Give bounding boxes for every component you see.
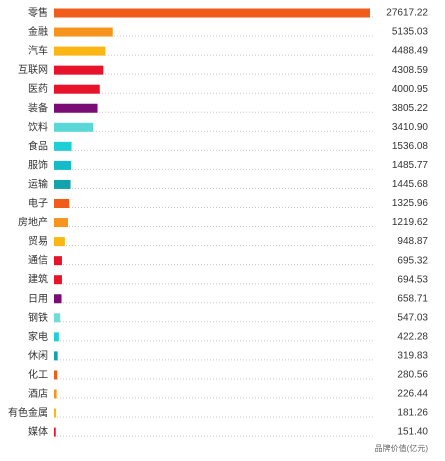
category-label: 运输 (28, 177, 48, 190)
bar (54, 408, 57, 418)
bar (54, 294, 62, 304)
value-label: 948.87 (397, 236, 428, 247)
value-label: 151.40 (397, 427, 428, 438)
value-label: 422.28 (397, 331, 428, 342)
bar (54, 427, 56, 437)
bar (54, 313, 61, 323)
value-label: 1325.96 (392, 198, 429, 209)
value-label: 694.53 (397, 274, 428, 285)
category-label: 钢铁 (28, 311, 48, 324)
category-label: 房地产 (18, 216, 48, 229)
value-label: 3805.22 (392, 103, 429, 114)
x-axis-label: 品牌价值(亿元) (375, 443, 429, 453)
value-label: 4488.49 (392, 46, 429, 57)
category-label: 通信 (28, 255, 48, 267)
bar (54, 351, 58, 361)
value-label: 1219.62 (392, 217, 429, 228)
category-label: 互联网 (18, 64, 48, 76)
category-label: 有色金属 (8, 406, 48, 419)
bar (54, 8, 370, 18)
value-label: 547.03 (397, 312, 428, 323)
category-label: 电子 (28, 197, 48, 210)
bar (54, 103, 98, 113)
bar (54, 65, 104, 75)
category-label: 金融 (28, 25, 48, 38)
bar (54, 389, 57, 399)
value-label: 1536.08 (392, 141, 429, 152)
category-label: 建筑 (28, 273, 48, 286)
category-label: 休闲 (28, 349, 48, 362)
category-label: 汽车 (28, 44, 48, 57)
bar (54, 84, 100, 94)
category-label: 媒体 (28, 426, 48, 438)
category-label: 服饰 (28, 158, 48, 171)
value-label: 695.32 (397, 255, 428, 266)
value-label: 1485.77 (392, 160, 429, 171)
value-label: 5135.03 (392, 27, 429, 38)
value-label: 319.83 (397, 351, 428, 362)
value-label: 658.71 (397, 293, 428, 304)
bar (54, 332, 59, 342)
category-label: 贸易 (28, 236, 48, 248)
bar (54, 179, 71, 189)
value-label: 4000.95 (392, 84, 429, 95)
bar (54, 160, 72, 170)
bar (54, 370, 58, 380)
bar (54, 275, 62, 285)
category-label: 零售 (28, 6, 48, 19)
category-label: 医药 (28, 83, 48, 95)
value-label: 226.44 (397, 389, 428, 400)
bar (54, 122, 94, 132)
category-label: 日用 (28, 294, 48, 305)
value-label: 27617.22 (386, 8, 428, 19)
bar (54, 218, 68, 228)
bar (54, 237, 65, 247)
value-label: 1445.68 (392, 179, 429, 190)
value-label: 280.56 (397, 370, 428, 381)
bar (54, 46, 106, 56)
category-label: 酒店 (28, 387, 48, 400)
category-label: 家电 (28, 330, 48, 343)
bar (54, 199, 70, 208)
category-label: 食品 (28, 139, 48, 152)
category-label: 化工 (28, 368, 48, 381)
value-label: 3410.90 (392, 122, 429, 133)
category-label: 饮料 (28, 120, 48, 133)
bar (54, 27, 113, 37)
category-label: 装备 (28, 101, 48, 114)
bar (54, 141, 72, 151)
value-label: 4308.59 (392, 65, 429, 76)
bar (54, 256, 62, 266)
value-label: 181.26 (397, 408, 428, 419)
